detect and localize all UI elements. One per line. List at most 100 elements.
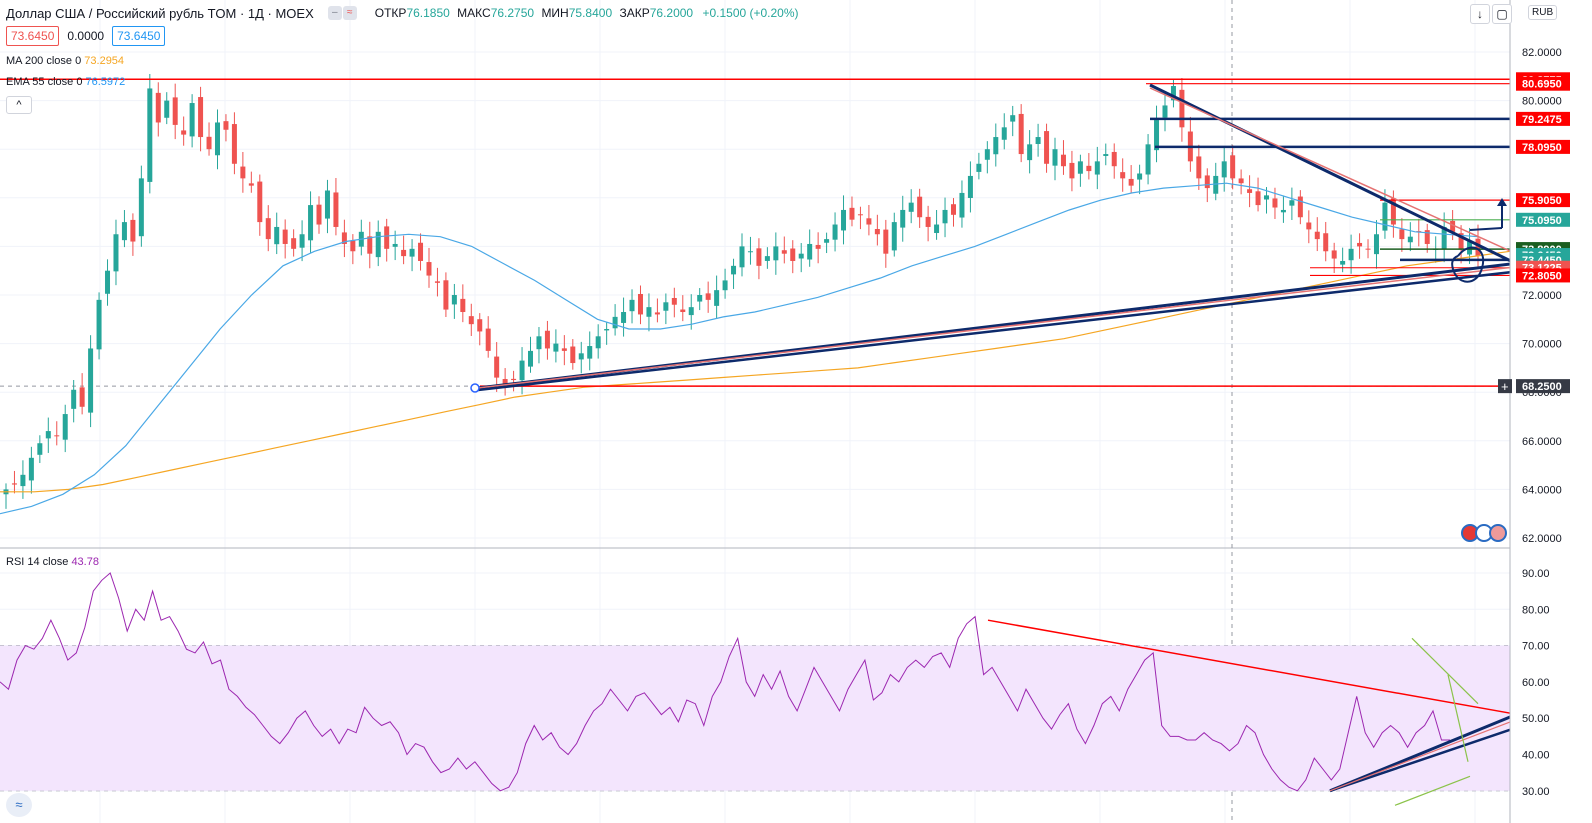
collapse-indicators-button[interactable]: ^: [6, 96, 32, 114]
y-tick-label: 70.0000: [1522, 339, 1562, 351]
symbol-title[interactable]: Доллар США / Российский рубль TOM · 1Д ·…: [6, 5, 314, 21]
candle-down: [857, 214, 863, 216]
candle-up: [731, 265, 737, 275]
tradingview-logo-icon[interactable]: ≈: [6, 793, 32, 817]
candle-down: [223, 121, 229, 130]
candle-down: [231, 124, 237, 164]
candle-down: [1069, 162, 1075, 179]
rsi-tick-label: 90.00: [1522, 568, 1550, 580]
candle-up: [1213, 175, 1219, 194]
y-tick-label: 72.0000: [1522, 290, 1562, 302]
candle-up: [536, 336, 542, 350]
trendline-resistance-blue: [1149, 83, 1561, 287]
y-tick-label: 66.0000: [1522, 436, 1562, 448]
candle-up: [722, 280, 728, 291]
candle-up: [1382, 202, 1388, 231]
rsi-trendline-resistance: [987, 619, 1519, 716]
candle-down: [756, 248, 762, 266]
candle-up: [1103, 154, 1109, 156]
candle-down: [257, 181, 263, 223]
candle-up: [942, 209, 948, 224]
candle-down: [925, 216, 931, 227]
price-label-box: [1516, 111, 1570, 126]
bid-price[interactable]: 73.6450: [6, 26, 60, 46]
candle-up: [578, 353, 584, 360]
candle-down: [917, 196, 923, 218]
rsi-trendline-red: [1329, 717, 1521, 792]
candle-down: [781, 250, 787, 254]
candle-up: [595, 336, 601, 349]
minus-icon[interactable]: –: [327, 6, 342, 20]
candle-down: [468, 316, 474, 325]
candle-up: [138, 178, 144, 237]
user-drawings: [0, 79, 1561, 806]
trendline-support-inner: [477, 268, 1531, 392]
crosshair-plus-glyph: +: [1501, 379, 1509, 394]
y-tick-label: 82.0000: [1522, 47, 1562, 59]
price-axis-labels: 80.877580.695079.247578.095075.905075.09…: [1498, 72, 1570, 394]
candle-down: [1018, 113, 1024, 155]
indicator-ema55[interactable]: EMA 55 close 0 76.5972: [6, 76, 126, 88]
series-pill[interactable]: – ≈: [327, 6, 357, 20]
candle-up: [832, 224, 838, 240]
currency-badge[interactable]: RUB: [1528, 5, 1558, 20]
candle-down: [350, 240, 356, 252]
candle-down: [341, 232, 347, 244]
candle-up: [798, 253, 804, 259]
candle-down: [426, 262, 432, 276]
indicator-ma200[interactable]: MA 200 close 0 73.2954: [6, 55, 125, 67]
candle-up: [1035, 137, 1041, 145]
candle-down: [79, 387, 85, 407]
rsi-green-line-3: [1394, 775, 1471, 806]
arrow-down-icon[interactable]: ↓: [1470, 4, 1490, 24]
candle-up: [1348, 248, 1354, 261]
candle-up: [1094, 161, 1100, 175]
candle-up: [375, 231, 381, 258]
candle-up: [959, 192, 965, 218]
rsi-plot: [0, 572, 1450, 792]
candle-down: [206, 136, 212, 150]
candle-up: [604, 329, 610, 331]
candle-down: [1044, 131, 1050, 164]
candle-down: [1297, 196, 1303, 218]
candle-up: [20, 474, 26, 487]
candle-down: [950, 204, 956, 215]
candle-up: [612, 316, 618, 329]
trendline-support-red: [477, 263, 1541, 389]
candle-up: [409, 248, 415, 257]
indicator-rsi[interactable]: RSI 14 close 43.78: [6, 556, 99, 568]
price-label-text: 75.9050: [1522, 195, 1562, 207]
candle-up: [663, 302, 669, 311]
candle-down: [1458, 233, 1464, 249]
price-label-box: [1516, 139, 1570, 154]
candle-down: [815, 244, 821, 249]
candle-up: [45, 431, 51, 439]
candle-up: [739, 246, 745, 268]
candle-up: [1441, 226, 1447, 249]
candle-up: [121, 222, 127, 241]
price-label-box: [1516, 212, 1570, 227]
arrow-head: [1497, 198, 1507, 206]
rsi-green-line-2: [1447, 674, 1469, 762]
candle-down: [1331, 250, 1337, 259]
candle-up: [1407, 236, 1413, 243]
candle-up: [96, 299, 102, 350]
candle-down: [1306, 222, 1312, 230]
price-label-box: [1516, 268, 1570, 283]
rsi-tick-label: 60.00: [1522, 677, 1550, 689]
wave-icon[interactable]: ≈: [342, 6, 357, 20]
candle-down: [401, 249, 407, 257]
candle-up: [688, 307, 694, 316]
candle-down: [502, 379, 508, 385]
candle-down: [570, 346, 576, 364]
candle-down: [1450, 220, 1456, 232]
candle-up: [519, 360, 525, 381]
candle-down: [561, 348, 567, 351]
candle-up: [62, 414, 68, 440]
candle-up: [764, 256, 770, 261]
ask-price[interactable]: 73.6450: [112, 26, 166, 46]
fullscreen-icon[interactable]: ▢: [1492, 4, 1512, 24]
candle-up: [967, 175, 973, 198]
candle-down: [384, 226, 390, 249]
